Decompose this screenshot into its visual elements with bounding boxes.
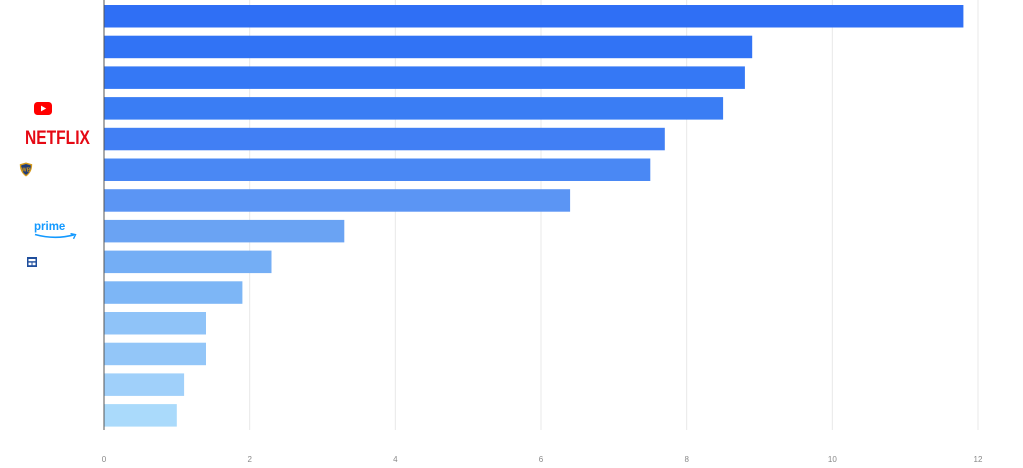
bar bbox=[104, 97, 724, 120]
svg-text:WB: WB bbox=[21, 168, 30, 174]
bar bbox=[104, 66, 745, 89]
bar bbox=[104, 373, 185, 396]
bar bbox=[104, 158, 651, 181]
small-blue-logo-icon bbox=[27, 256, 37, 267]
bar bbox=[104, 127, 665, 151]
x-tick-label: 8 bbox=[684, 455, 689, 464]
netflix-logo-icon: NETFLIX bbox=[25, 128, 95, 149]
netflix-logo-text: NETFLIX bbox=[25, 128, 91, 150]
grid-lines bbox=[249, 0, 979, 430]
x-tick-label: 4 bbox=[393, 455, 398, 464]
prime-video-logo-icon: prime bbox=[34, 220, 80, 242]
warner-bros-logo-icon: WB bbox=[19, 162, 33, 177]
bar bbox=[104, 250, 272, 274]
bar bbox=[104, 219, 345, 243]
bar bbox=[104, 404, 177, 427]
bar bbox=[104, 342, 206, 366]
bars bbox=[104, 5, 964, 427]
x-tick-labels: 0 2 4 6 8 10 12 bbox=[102, 455, 983, 464]
x-tick-label: 10 bbox=[828, 455, 837, 464]
youtube-logo-icon bbox=[33, 101, 53, 115]
x-tick-label: 2 bbox=[247, 455, 252, 464]
x-tick-label: 12 bbox=[974, 455, 983, 464]
bar bbox=[104, 312, 206, 335]
bar bbox=[104, 35, 753, 59]
bar bbox=[104, 5, 964, 28]
bar bbox=[104, 281, 243, 304]
x-tick-label: 0 bbox=[102, 455, 107, 464]
x-tick-label: 6 bbox=[539, 455, 544, 464]
prime-smile-icon bbox=[34, 233, 77, 240]
bar bbox=[104, 189, 571, 212]
prime-logo-text: prime bbox=[34, 221, 66, 234]
